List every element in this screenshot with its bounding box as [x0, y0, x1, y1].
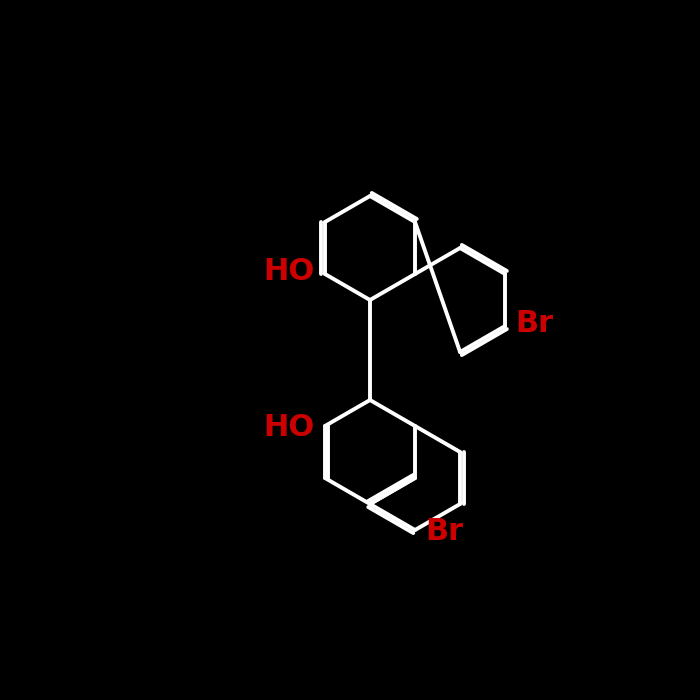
Text: HO: HO [264, 258, 315, 286]
Text: Br: Br [425, 517, 463, 547]
Text: HO: HO [264, 414, 315, 442]
Text: Br: Br [515, 309, 553, 339]
